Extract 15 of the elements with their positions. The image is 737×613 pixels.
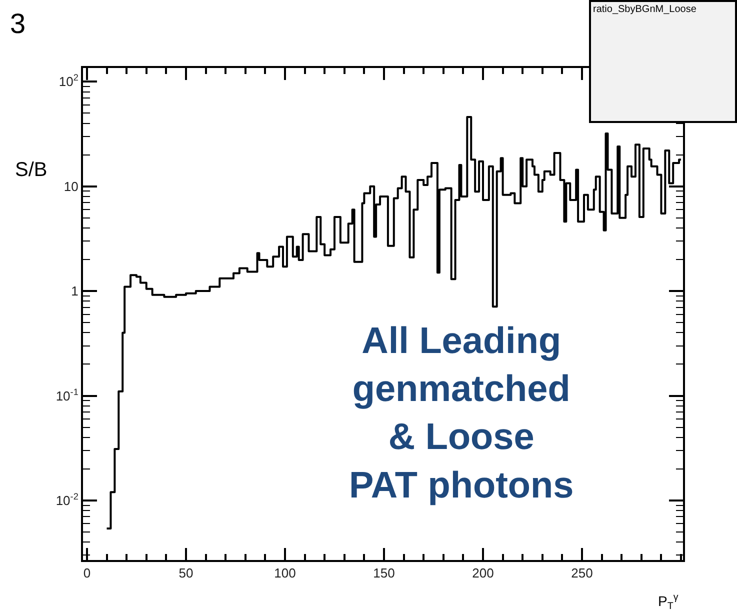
y-tick-label: 1 — [71, 284, 78, 299]
x-tick-label: 50 — [178, 566, 194, 581]
x-tick-label: 250 — [571, 566, 593, 581]
annotation: All Leading genmatched & Loose PAT photons — [349, 320, 574, 506]
chart-title: ratio_SbyBGnM_Loose — [593, 4, 697, 15]
y-axis-title: S/B — [15, 159, 48, 181]
x-tick-label: 200 — [472, 566, 494, 581]
x-tick-label: 100 — [274, 566, 296, 581]
y-tick-label: 10 — [64, 178, 78, 194]
x-tick-label: 150 — [373, 566, 395, 581]
text: 3 — [10, 8, 26, 39]
y-tick-label: 10$^{-1}$ — [56, 386, 78, 404]
y-tick-label: 10$^{2}$ — [58, 72, 78, 90]
x-tick-label: 0 — [83, 566, 91, 581]
y-tick-label: 10$^{-2}$ — [56, 492, 78, 508]
